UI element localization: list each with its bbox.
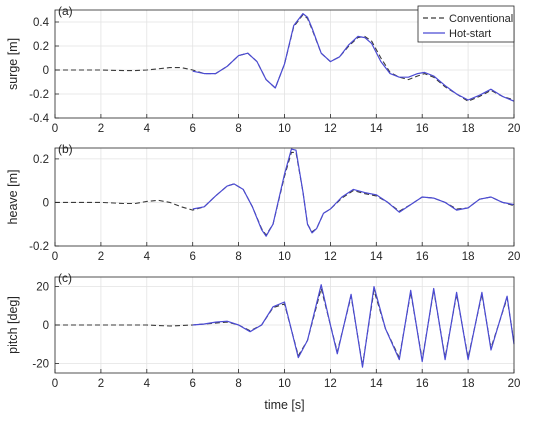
x-tick-label: 16: [416, 123, 429, 135]
x-tick-label: 14: [370, 378, 383, 390]
x-tick-label: 10: [278, 251, 291, 263]
x-tick-label: 14: [370, 123, 383, 135]
x-tick-label: 20: [508, 123, 521, 135]
x-tick-label: 10: [278, 123, 291, 135]
x-tick-label: 8: [235, 251, 241, 263]
y-tick-label: 0: [43, 320, 49, 332]
x-tick-label: 4: [144, 123, 151, 135]
x-tick-label: 16: [416, 378, 429, 390]
y-axis-title: heave [m]: [6, 170, 20, 225]
legend-box: [417, 5, 515, 43]
x-tick-label: 6: [189, 123, 195, 135]
x-tick-label: 18: [462, 378, 475, 390]
x-tick-label: 6: [189, 378, 195, 390]
x-tick-label: 6: [189, 251, 195, 263]
x-tick-label: 0: [52, 123, 58, 135]
panel-label: (b): [58, 142, 73, 156]
x-tick-label: 2: [98, 378, 104, 390]
x-tick-label: 14: [370, 251, 383, 263]
y-tick-label: 0.2: [33, 154, 49, 166]
series-line-hot-start: [192, 13, 515, 102]
x-tick-label: 4: [144, 251, 151, 263]
x-tick-label: 12: [324, 123, 337, 135]
x-tick-label: 18: [462, 123, 475, 135]
y-tick-label: 0.2: [33, 41, 49, 53]
x-tick-label: 20: [508, 378, 521, 390]
legend-label-hot-start: Hot-start: [449, 28, 491, 40]
series-line-hot-start: [192, 284, 515, 368]
x-tick-label: 12: [324, 251, 337, 263]
chart-panels: 0 2 4 6 8 10 12 14 16 18 20-0.4-0.200.20.4(a)surge…: [6, 4, 520, 412]
y-tick-label: -20: [32, 358, 49, 370]
y-tick-label: -0.4: [29, 113, 49, 125]
y-tick-label: -0.2: [29, 89, 49, 101]
panel-1: 0 2 4 6 8 10 12 14 16 18 20 -0.4 -0.2 0 0.2 0.4 (a) surge…: [6, 4, 520, 135]
y-tick-label: -0.2: [29, 241, 49, 253]
x-tick-label: 20: [508, 251, 521, 263]
x-tick-label: 4: [144, 378, 151, 390]
panel-label: (c): [58, 271, 72, 285]
panel-2: 0 2 4 6 8 10 12 14 16 18 20-0.200.2(b)heave [m]: [6, 142, 520, 263]
y-tick-label: 0: [43, 65, 49, 77]
y-tick-label: 0.4: [33, 17, 50, 29]
y-tick-label: 20: [36, 282, 49, 294]
legend: Conventional Hot-start: [417, 5, 515, 43]
y-axis-title: pitch [deg]: [6, 296, 20, 354]
panel-label: (a): [58, 4, 73, 18]
x-tick-label: 2: [98, 123, 104, 135]
x-tick-label: 16: [416, 251, 429, 263]
x-tick-label: 0: [52, 251, 58, 263]
x-tick-label: 0: [52, 378, 58, 390]
x-tick-label: 10: [278, 378, 291, 390]
legend-label-conventional: Conventional: [449, 13, 513, 25]
x-tick-label: 8: [235, 378, 241, 390]
x-axis-title: time [s]: [264, 398, 304, 412]
series-line-hot-start: [192, 148, 515, 237]
x-tick-label: 2: [98, 251, 104, 263]
y-axis-title: surge [m]: [6, 38, 20, 90]
x-tick-label: 8: [235, 123, 241, 135]
x-tick-label: 12: [324, 378, 337, 390]
x-tick-label: 18: [462, 251, 475, 263]
y-tick-label: 0: [43, 197, 49, 209]
